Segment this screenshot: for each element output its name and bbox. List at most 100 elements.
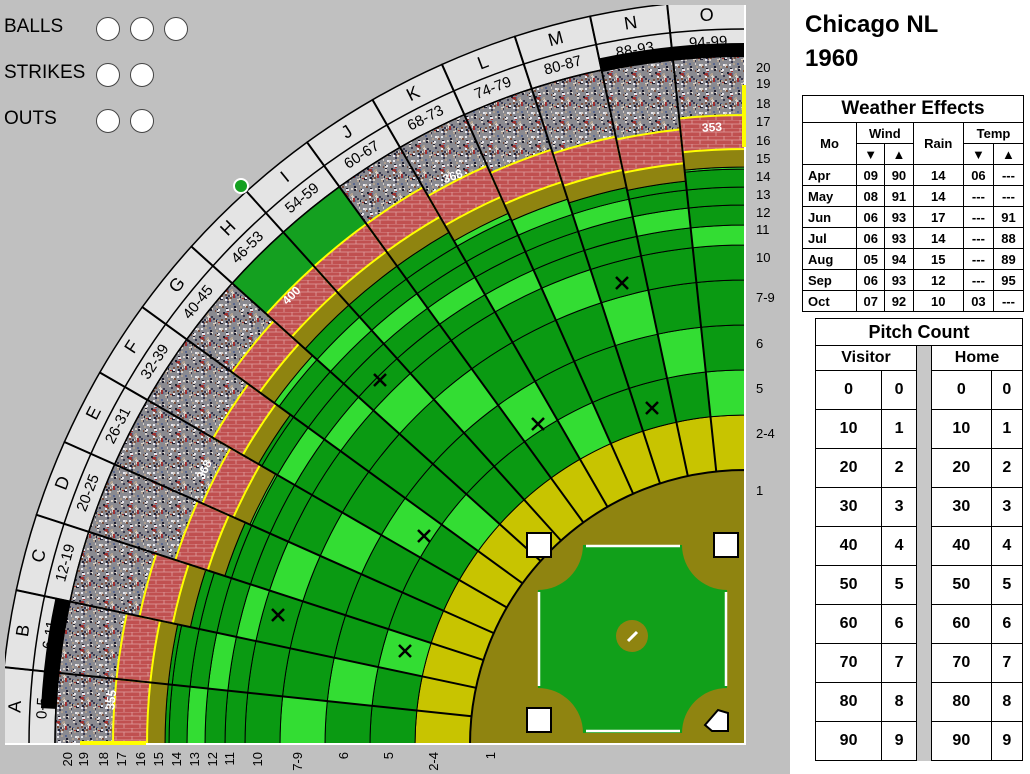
home-ones-cell[interactable]: 8 [990,682,1024,722]
row-label-right: 20 [756,60,770,75]
home-ones-cell[interactable]: 4 [990,526,1024,566]
first-base[interactable] [713,532,739,558]
weather-cell: May [801,185,858,207]
ballpark-board: A 0-5 B 6-11 C 12-19 D 20-25 E 26-31 F 32-39 G 40-45 H… [0,0,790,774]
counter-label-balls: BALLS [4,16,64,37]
temp-down-icon: ▼ [962,143,994,165]
home-tens-cell[interactable]: 10 [931,409,992,449]
visitor-tens-cell[interactable]: 60 [814,604,883,644]
field-zone [695,279,745,328]
weather-cell: 07 [856,290,886,312]
home-tens-cell[interactable]: 80 [931,682,992,722]
home-ones-cell[interactable]: 1 [990,409,1024,449]
visitor-tens-cell[interactable]: 20 [814,448,883,488]
home-ones-cell[interactable]: 0 [990,370,1024,410]
weather-cell: 03 [962,290,994,312]
row-label-right: 1 [756,483,763,498]
visitor-tens-cell[interactable]: 80 [814,682,883,722]
column-divider [916,565,933,605]
home-tens-cell[interactable]: 40 [931,526,992,566]
visitor-tens-cell[interactable]: 0 [814,370,883,410]
row-label-right: 6 [756,336,763,351]
visitor-tens-cell[interactable]: 40 [814,526,883,566]
field-zone [690,224,745,249]
visitor-ones-cell[interactable]: 4 [881,526,918,566]
column-divider [916,370,933,410]
row-label-right: 16 [756,133,770,148]
visitor-header: Visitor [814,345,918,371]
sector-divider [589,16,689,477]
outs-indicator[interactable] [96,109,120,133]
home-ones-cell[interactable]: 6 [990,604,1024,644]
stands-sector [58,600,128,680]
weather-cell: Jun [801,206,858,228]
outs-indicator[interactable] [130,109,154,133]
visitor-ones-cell[interactable]: 0 [881,370,918,410]
visitor-ones-cell[interactable]: 1 [881,409,918,449]
visitor-ones-cell[interactable]: 9 [881,721,918,761]
balls-indicator[interactable] [130,17,154,41]
field-zone [244,692,284,745]
pitch-count-row: 90 9 90 9 [814,721,1024,761]
home-ones-cell[interactable]: 9 [990,721,1024,761]
field-zone [168,684,191,745]
home-ones-cell[interactable]: 2 [990,448,1024,488]
field-zone [692,244,745,284]
weather-row: Jul 06 93 14 --- 88 [801,227,1025,249]
weather-cell: 14 [912,227,964,249]
home-tens-cell[interactable]: 0 [931,370,992,410]
third-base[interactable] [526,707,552,733]
home-tens-cell[interactable]: 20 [931,448,992,488]
strikes-indicator[interactable] [130,63,154,87]
weather-cell: Sep [801,269,858,291]
page-title: Chicago NL 1960 [805,8,938,76]
home-plate[interactable] [703,708,729,732]
sector-divider [245,190,562,542]
sector-letter: N [623,12,639,34]
season-year: 1960 [805,45,859,72]
balls-indicator[interactable] [164,17,188,41]
visitor-ones-cell[interactable]: 7 [881,643,918,683]
weather-cell: 91 [884,185,914,207]
home-tens-cell[interactable]: 50 [931,565,992,605]
home-ones-cell[interactable]: 7 [990,643,1024,683]
sector-range: 88-93 [615,39,656,62]
visitor-ones-cell[interactable]: 2 [881,448,918,488]
pitch-count-table: Pitch Count Visitor Home 0 0 0 0 10 1 10 1 20 2 20… [814,318,1024,761]
stands-sector [672,54,745,120]
home-ones-cell[interactable]: 3 [990,487,1024,527]
wind-down-icon: ▼ [856,143,886,165]
home-tens-cell[interactable]: 90 [931,721,992,761]
column-divider [916,448,933,488]
visitor-ones-cell[interactable]: 5 [881,565,918,605]
visitor-tens-cell[interactable]: 50 [814,565,883,605]
strikes-indicator[interactable] [96,63,120,87]
balls-indicator[interactable] [96,17,120,41]
column-divider [916,409,933,449]
row-label-right: 19 [756,76,770,91]
sector-divider [141,306,524,585]
fielder-x-marker [271,608,285,622]
visitor-tens-cell[interactable]: 70 [814,643,883,683]
row-label-right: 12 [756,205,770,220]
weather-cell: Apr [801,164,858,186]
second-base[interactable] [526,532,552,558]
visitor-tens-cell[interactable]: 30 [814,487,883,527]
weather-row: May 08 91 14 --- --- [801,185,1025,207]
column-divider [916,682,933,722]
wind-header: Wind [856,122,914,144]
home-tens-cell[interactable]: 30 [931,487,992,527]
visitor-ones-cell[interactable]: 8 [881,682,918,722]
visitor-tens-cell[interactable]: 90 [814,721,883,761]
visitor-tens-cell[interactable]: 10 [814,409,883,449]
field-zone [684,168,745,191]
home-tens-cell[interactable]: 70 [931,643,992,683]
home-ones-cell[interactable]: 5 [990,565,1024,605]
row-label-bottom: 20 [60,752,75,766]
wind-up-icon: ▲ [884,143,914,165]
visitor-ones-cell[interactable]: 6 [881,604,918,644]
home-header: Home [931,345,1023,371]
home-tens-cell[interactable]: 60 [931,604,992,644]
visitor-ones-cell[interactable]: 3 [881,487,918,527]
